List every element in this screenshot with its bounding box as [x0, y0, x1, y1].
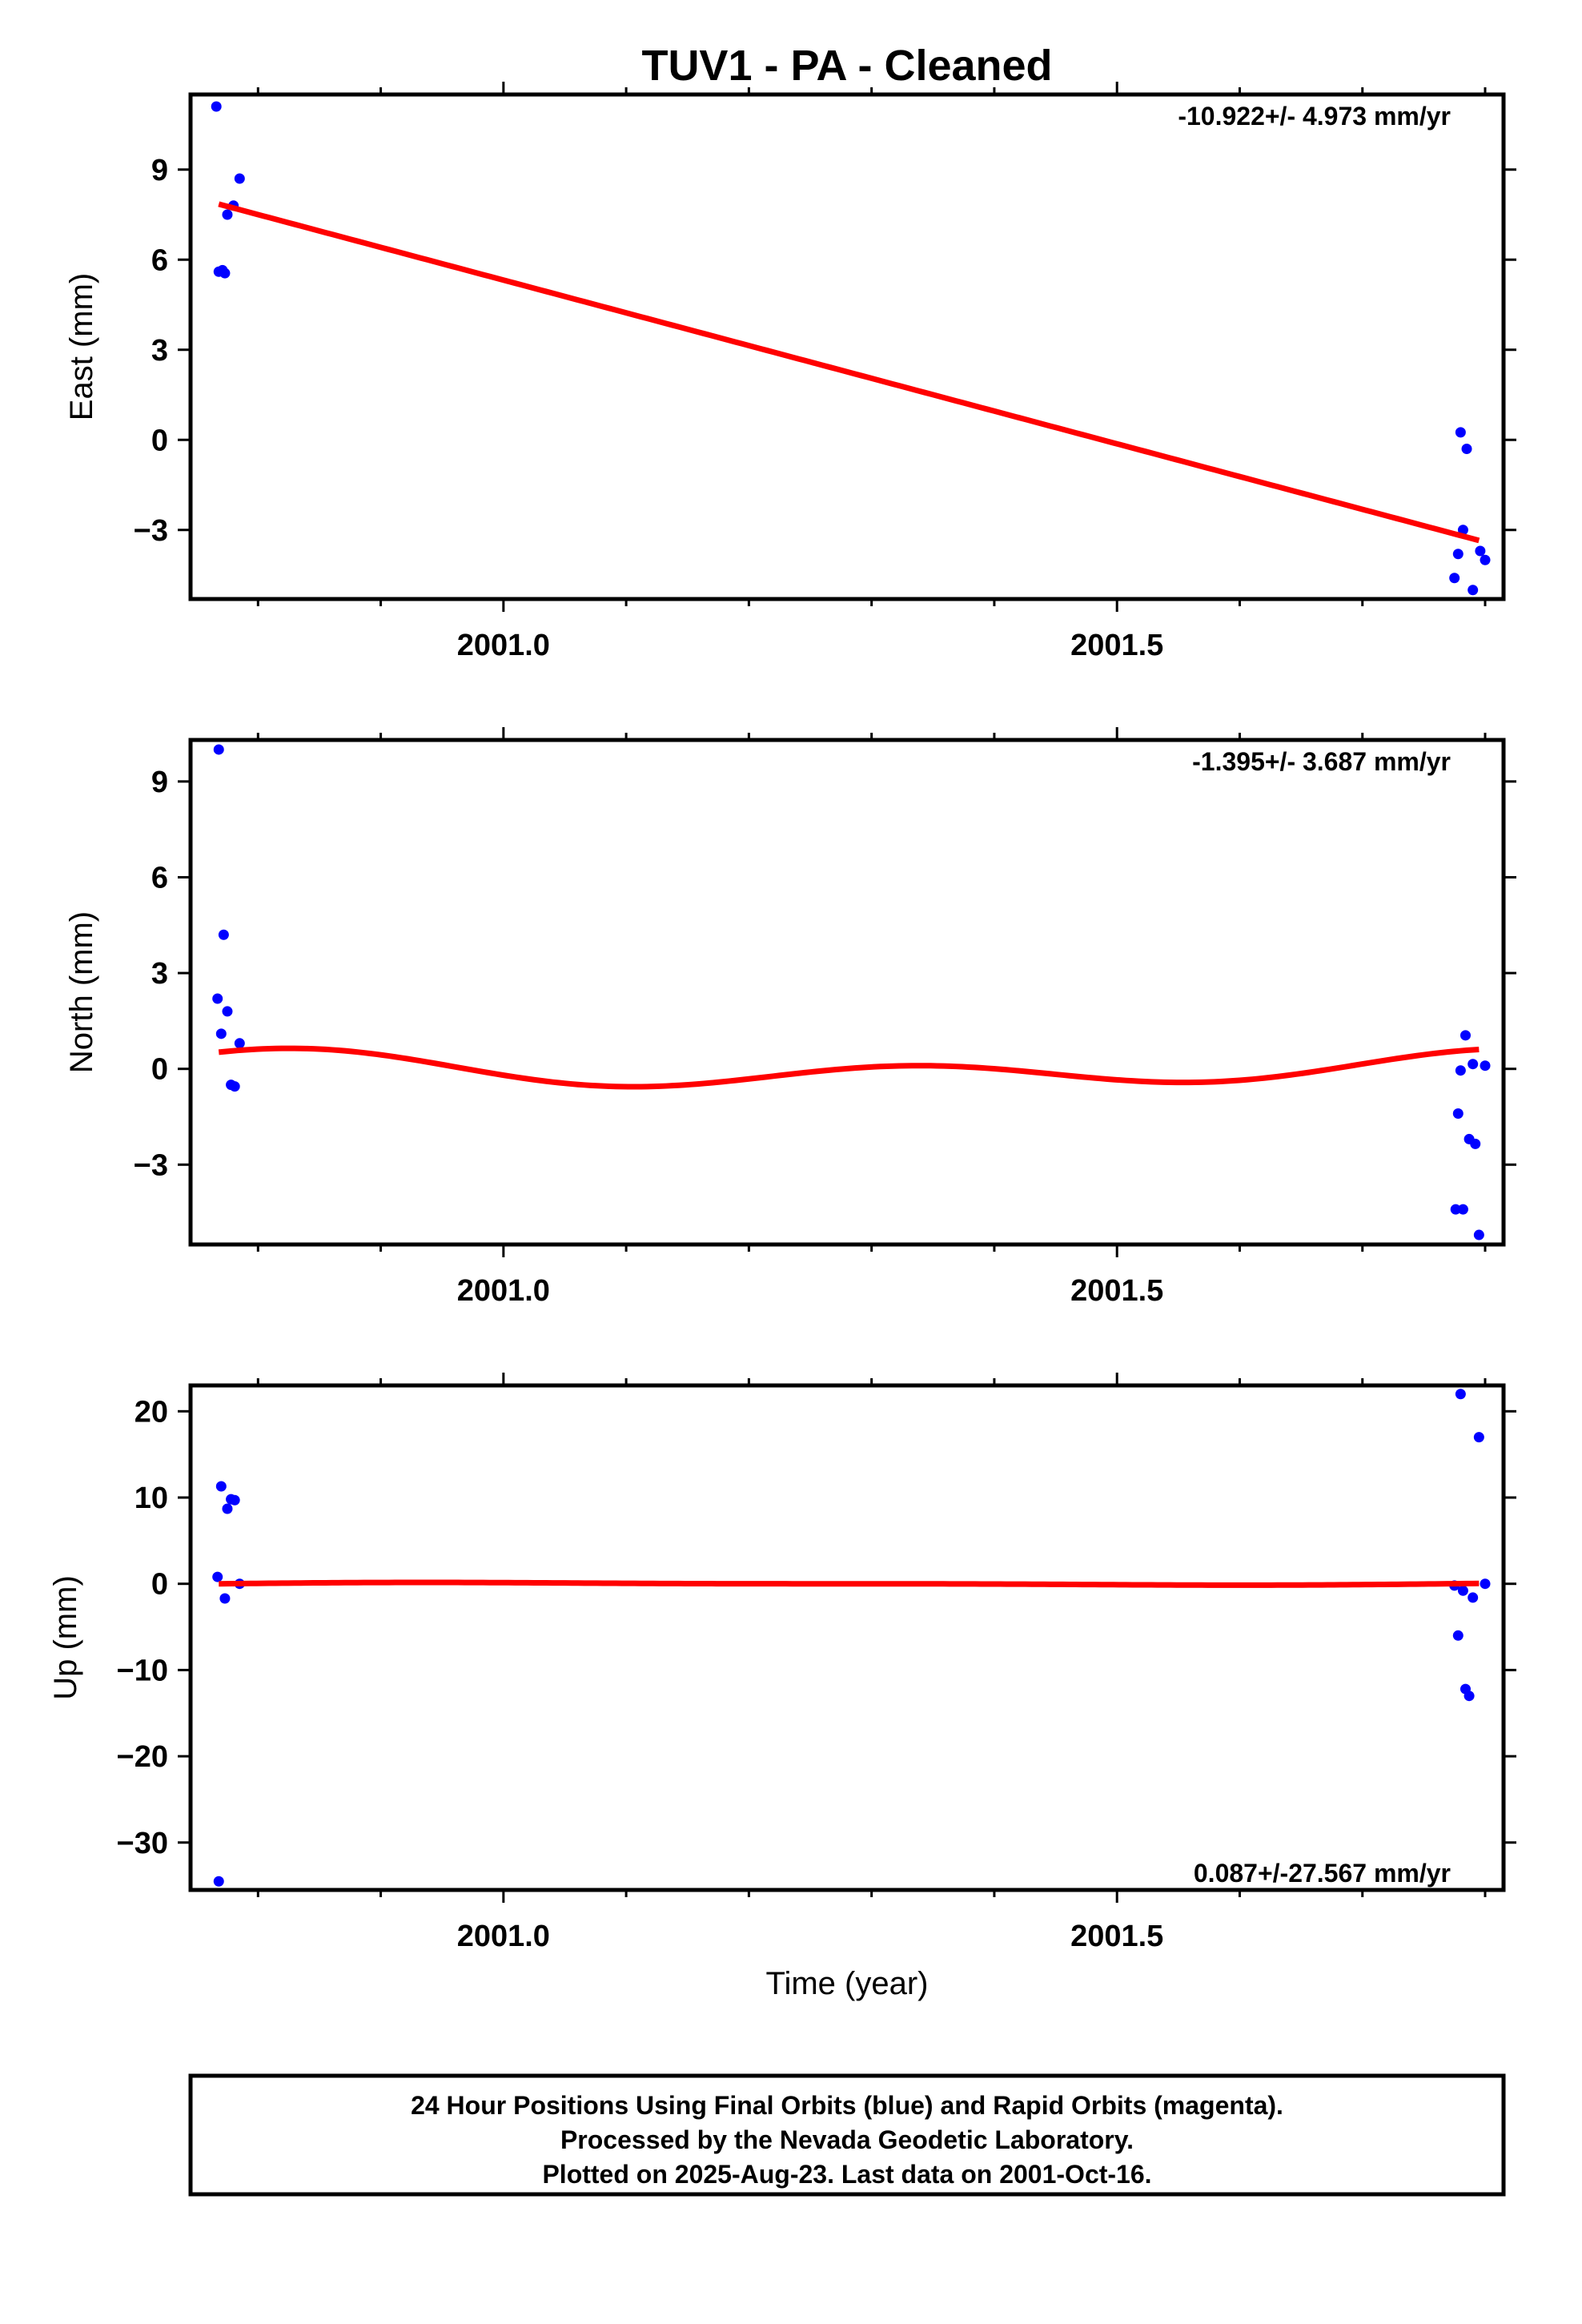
east-point — [234, 173, 245, 184]
north-point — [1460, 1030, 1471, 1041]
north-frame — [188, 738, 1506, 1247]
up-point — [1464, 1691, 1475, 1702]
up-ytick-label: 0 — [151, 1568, 168, 1602]
up-point — [212, 1571, 223, 1582]
north-ytick-label: −3 — [134, 1148, 168, 1182]
north-rate-label: -1.395+/- 3.687 mm/yr — [1192, 747, 1451, 776]
east-ytick-label: 3 — [151, 334, 168, 368]
up-point — [1452, 1630, 1464, 1641]
north-panel: −3 0 3 6 9 2001.0 2001.5 North (mm) -1.395+/- 3.… — [64, 727, 1516, 1308]
east-panel: −3 0 3 6 9 2001.0 2001.5 East (mm) -10.922+/- 4.… — [64, 82, 1516, 662]
east-point — [211, 101, 222, 112]
north-fit-line — [218, 1045, 1480, 1090]
up-point — [1473, 1432, 1484, 1443]
north-points — [212, 744, 1491, 1240]
east-ytick-label: 6 — [151, 243, 168, 277]
east-points — [211, 101, 1491, 596]
footer-line-3: Plotted on 2025-Aug-23. Last data on 200… — [542, 2160, 1151, 2189]
east-rate-label: -10.922+/- 4.973 mm/yr — [1178, 102, 1451, 131]
east-point — [1452, 549, 1464, 560]
north-ytick-label: 0 — [151, 1053, 168, 1087]
footer-frame — [188, 2073, 1506, 2197]
east-ytick-label: −3 — [134, 514, 168, 548]
east-ytick-label: 0 — [151, 424, 168, 457]
footer-box: 24 Hour Positions Using Final Orbits (bl… — [188, 2073, 1506, 2197]
up-ylabel: Up (mm) — [48, 1575, 83, 1700]
up-ytick-label: 20 — [135, 1395, 168, 1429]
up-point — [1468, 1592, 1479, 1603]
up-point — [1480, 1578, 1491, 1590]
up-ytick-label: 10 — [135, 1482, 168, 1515]
north-point — [1480, 1060, 1491, 1072]
up-ytick-label: −30 — [117, 1827, 168, 1860]
east-point — [1461, 444, 1472, 454]
up-fit-line — [219, 1579, 1480, 1588]
up-point — [219, 1593, 231, 1604]
north-ylabel: North (mm) — [64, 911, 99, 1073]
north-point — [212, 993, 223, 1004]
east-ytick-label: 9 — [151, 154, 168, 187]
north-ytick-label: 6 — [151, 861, 168, 895]
up-xtick-label: 2001.0 — [457, 1920, 550, 1953]
north-point — [1455, 1065, 1466, 1076]
north-point — [229, 1081, 240, 1092]
up-frame — [188, 1383, 1506, 1892]
footer-line-1: 24 Hour Positions Using Final Orbits (bl… — [411, 2091, 1283, 2120]
chart-title: TUV1 - PA - Cleaned — [641, 42, 1052, 90]
footer-line-2: Processed by the Nevada Geodetic Laborat… — [560, 2125, 1134, 2154]
east-point — [1449, 573, 1460, 584]
north-point — [1473, 1229, 1484, 1240]
up-panel: −30 −20 −10 0 10 20 2001.0 2001.5 Up (mm) Time (y… — [48, 1373, 1516, 2001]
east-point — [1475, 545, 1486, 557]
up-point — [1457, 1585, 1468, 1596]
east-xtick-label: 2001.5 — [1070, 629, 1163, 662]
east-point — [1468, 585, 1479, 596]
up-point — [222, 1503, 233, 1514]
north-point — [1450, 1204, 1461, 1215]
north-point — [215, 1028, 227, 1039]
north-point — [1470, 1138, 1481, 1149]
up-point — [215, 1481, 227, 1492]
up-ytick-label: −20 — [117, 1740, 168, 1774]
north-point — [1468, 1059, 1479, 1070]
east-frame — [188, 92, 1506, 601]
north-point — [218, 929, 229, 940]
north-point — [1452, 1108, 1464, 1120]
east-point — [1455, 427, 1466, 438]
east-point — [222, 209, 233, 220]
north-point — [222, 1006, 233, 1017]
east-ylabel: East (mm) — [64, 273, 99, 420]
up-rate-label: 0.087+/-27.567 mm/yr — [1194, 1859, 1451, 1888]
up-xlabel: Time (year) — [766, 1966, 929, 2001]
up-xtick-label: 2001.5 — [1070, 1920, 1163, 1953]
north-point — [213, 744, 224, 755]
east-point — [1457, 525, 1468, 536]
north-point — [234, 1038, 245, 1049]
up-point — [229, 1494, 240, 1506]
up-ytick-label: −10 — [117, 1654, 168, 1687]
east-point — [219, 267, 231, 279]
east-xtick-label: 2001.0 — [457, 629, 550, 662]
up-points — [212, 1389, 1491, 1887]
east-fit-line — [218, 201, 1480, 544]
north-ytick-label: 3 — [151, 957, 168, 991]
north-xtick-label: 2001.0 — [457, 1274, 550, 1308]
north-xtick-label: 2001.5 — [1070, 1274, 1163, 1308]
up-point — [1455, 1389, 1466, 1400]
east-point — [1480, 554, 1491, 565]
north-point — [1457, 1204, 1468, 1215]
north-ytick-label: 9 — [151, 766, 168, 799]
up-point — [213, 1876, 224, 1887]
